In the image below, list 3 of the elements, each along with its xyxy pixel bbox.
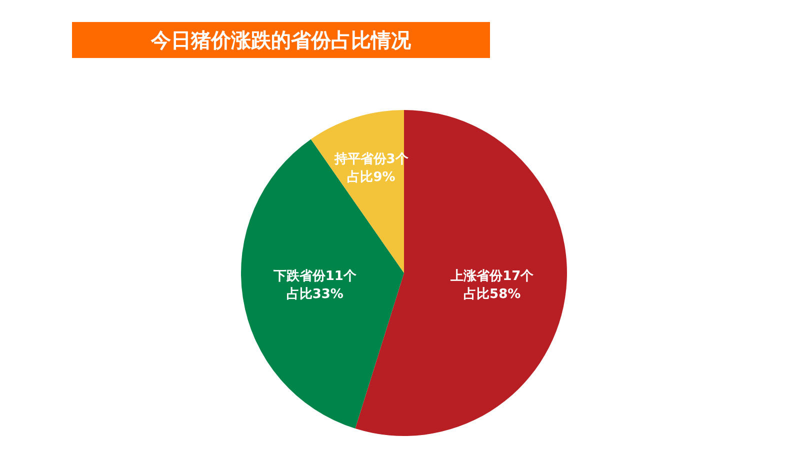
- data-label: 上涨省份17个占比58%: [450, 268, 535, 304]
- data-label: 下跌省份11个占比33%: [272, 268, 358, 304]
- chart-title: 今日猪价涨跌的省份占比情况: [72, 22, 490, 58]
